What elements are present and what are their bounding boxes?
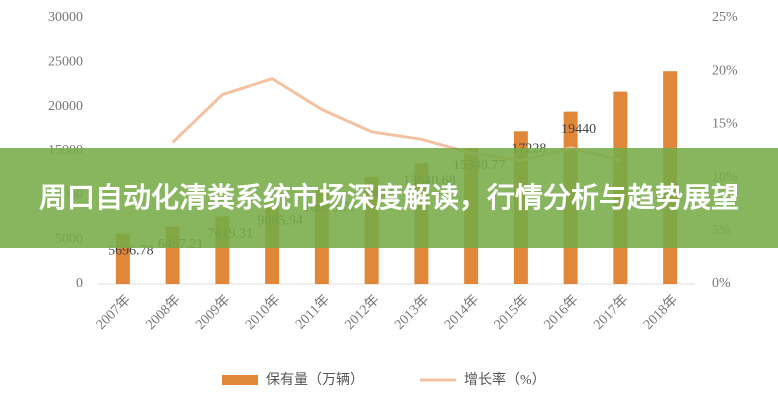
x-tick-label: 2009年 — [192, 292, 233, 333]
legend-label: 保有量（万辆） — [266, 372, 364, 388]
x-tick-label: 2010年 — [242, 292, 283, 333]
y2-tick-label: 0% — [712, 276, 731, 291]
x-tick-label: 2017年 — [590, 292, 631, 333]
x-tick-label: 2015年 — [491, 292, 532, 333]
x-tick-label: 2007年 — [93, 292, 134, 333]
chart-title: 周口自动化清粪系统市场深度解读，行情分析与趋势展望 — [38, 181, 739, 214]
y2-tick-label: 25% — [712, 10, 738, 25]
x-tick-label: 2008年 — [143, 292, 184, 333]
y-tick-label: 0 — [76, 276, 83, 291]
y-tick-label: 30000 — [48, 10, 83, 25]
x-tick-label: 2013年 — [391, 292, 432, 333]
legend-swatch — [222, 375, 258, 385]
x-tick-label: 2018年 — [640, 292, 681, 333]
y2-tick-label: 20% — [712, 63, 738, 78]
legend-label: 增长率（%） — [464, 371, 546, 388]
x-tick-label: 2012年 — [342, 292, 383, 333]
y2-tick-label: 15% — [712, 117, 738, 132]
data-label: 19440 — [561, 122, 596, 137]
x-tick-label: 2014年 — [441, 292, 482, 333]
x-tick-label: 2011年 — [292, 292, 333, 333]
y-tick-label: 25000 — [48, 55, 83, 70]
y-tick-label: 20000 — [48, 99, 83, 114]
x-tick-label: 2016年 — [541, 292, 582, 333]
title-banner: 周口自动化清粪系统市场深度解读，行情分析与趋势展望 — [0, 148, 778, 248]
